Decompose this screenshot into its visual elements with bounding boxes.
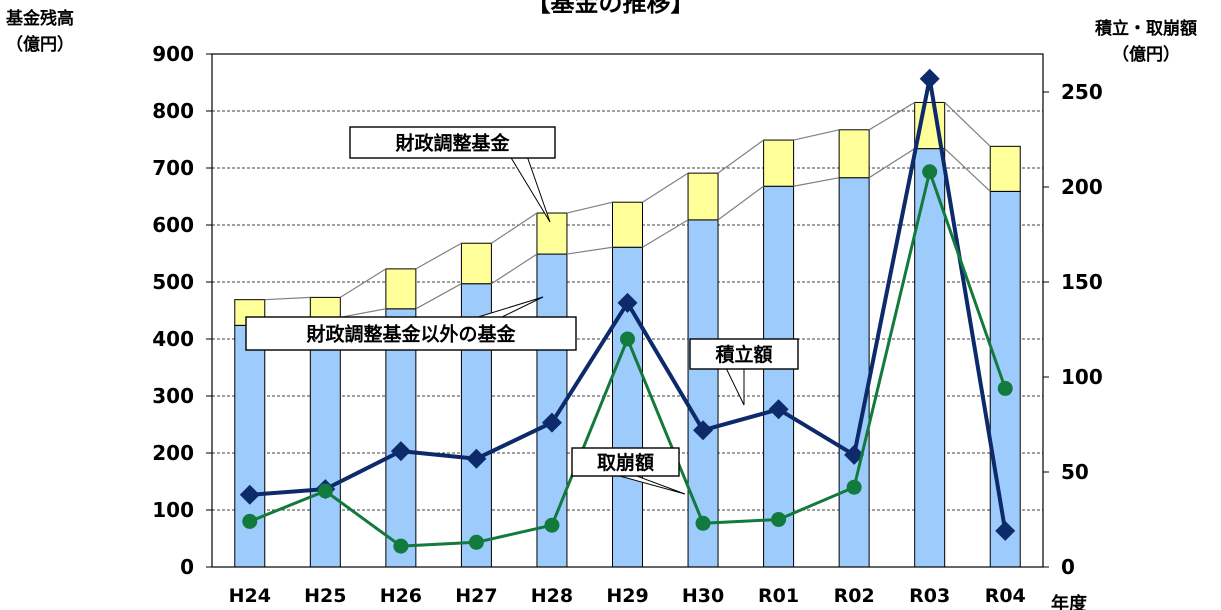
x-axis-tick-label: R03 bbox=[909, 585, 950, 607]
bar-zaisei-fund bbox=[612, 201, 643, 248]
marker-tsumitate bbox=[466, 448, 487, 469]
callout-tsumitate-label: 積立額 bbox=[715, 343, 772, 366]
bar-other-fund bbox=[989, 190, 1021, 568]
x-axis-tick-label: R04 bbox=[985, 585, 1026, 607]
marker-tsumitate bbox=[768, 399, 789, 420]
bar-other-fund bbox=[309, 316, 341, 568]
left-axis-tick-label: 400 bbox=[152, 327, 194, 351]
x-axis-tick-label: H28 bbox=[531, 585, 573, 607]
bar-zaisei-fund bbox=[687, 172, 719, 221]
left-axis-tick-label: 600 bbox=[152, 213, 194, 237]
marker-torikuzushi bbox=[544, 517, 560, 533]
marker-torikuzushi bbox=[695, 515, 711, 531]
marker-torikuzushi bbox=[242, 513, 258, 529]
callout-torikuzushi-label: 取崩額 bbox=[597, 451, 654, 474]
bar-zaisei-fund bbox=[536, 212, 568, 255]
left-axis-label-line1: 基金残高 bbox=[6, 9, 74, 29]
right-axis-tick-label: 0 bbox=[1061, 555, 1075, 579]
marker-torikuzushi bbox=[468, 534, 484, 550]
right-axis-tick-label: 50 bbox=[1061, 460, 1089, 484]
left-axis-tick-label: 500 bbox=[152, 270, 194, 294]
right-axis-label-line1: 積立・取崩額 bbox=[1095, 19, 1197, 39]
marker-tsumitate bbox=[541, 412, 562, 433]
marker-torikuzushi bbox=[620, 331, 635, 347]
callout-zaisei-label: 財政調整基金 bbox=[395, 132, 510, 155]
bar-other-fund bbox=[838, 177, 870, 568]
left-axis-tick-label: 900 bbox=[152, 42, 194, 66]
callout-torikuzushi-fill bbox=[573, 449, 678, 475]
bar-other-fund bbox=[687, 219, 719, 568]
left-axis-tick-label: 800 bbox=[152, 99, 194, 123]
left-axis-label-line2: （億円） bbox=[6, 35, 74, 55]
right-axis-title: 積立・取崩額 （億円） bbox=[1072, 16, 1220, 68]
right-axis-tick-label: 100 bbox=[1061, 365, 1103, 389]
left-axis-tick-label: 200 bbox=[152, 441, 194, 465]
left-axis-tick-label: 700 bbox=[152, 156, 194, 180]
chart-title: 【基金の推移】 bbox=[526, 0, 695, 17]
bar-zaisei-fund bbox=[989, 145, 1021, 192]
plot-frame bbox=[211, 53, 1044, 568]
left-axis-tick-label: 0 bbox=[180, 555, 194, 579]
callout-other-fill bbox=[247, 318, 575, 349]
marker-torikuzushi bbox=[997, 380, 1013, 396]
marker-torikuzushi bbox=[771, 512, 787, 527]
x-axis-tick-label: H27 bbox=[455, 585, 497, 607]
callout-zaisei-pointer bbox=[509, 155, 551, 223]
marker-torikuzushi bbox=[922, 164, 938, 180]
marker-tsumitate bbox=[239, 484, 260, 505]
marker-tsumitate bbox=[617, 292, 638, 313]
marker-tsumitate bbox=[995, 520, 1016, 541]
right-axis-label-line2: （億円） bbox=[1112, 45, 1180, 65]
left-axis-title: 基金残高 （億円） bbox=[6, 6, 74, 58]
x-axis-tick-label: R01 bbox=[758, 585, 799, 607]
x-axis-tick-label: H30 bbox=[682, 585, 724, 607]
marker-tsumitate bbox=[693, 420, 714, 441]
left-axis-tick-label: 100 bbox=[152, 498, 194, 522]
x-axis-tick-label: R02 bbox=[834, 585, 875, 607]
marker-torikuzushi bbox=[393, 538, 409, 554]
right-axis-tick-label: 150 bbox=[1061, 270, 1103, 294]
callout-other-label: 財政調整基金以外の基金 bbox=[306, 323, 516, 346]
x-axis-tick-label: H24 bbox=[229, 585, 271, 607]
bar-zaisei-fund bbox=[763, 139, 795, 187]
bar-other-fund bbox=[234, 324, 266, 568]
x-axis-tick-label: H29 bbox=[606, 585, 648, 607]
connector-total-fund bbox=[264, 101, 991, 301]
marker-tsumitate bbox=[919, 68, 940, 89]
x-axis-tick-label: H25 bbox=[304, 585, 346, 607]
x-axis-tick-label: H26 bbox=[380, 585, 422, 607]
marker-tsumitate bbox=[390, 441, 411, 462]
bar-zaisei-fund bbox=[385, 268, 417, 310]
right-axis-tick-label: 200 bbox=[1061, 175, 1103, 199]
bar-zaisei-fund bbox=[309, 296, 341, 318]
left-axis-tick-label: 300 bbox=[152, 384, 194, 408]
x-axis-unit-label: 年度 bbox=[1051, 593, 1088, 610]
marker-torikuzushi bbox=[317, 483, 333, 499]
bar-other-fund bbox=[763, 185, 795, 568]
marker-torikuzushi bbox=[846, 479, 862, 495]
callout-tsumitate-pointer bbox=[725, 367, 745, 406]
callout-zaisei-fill bbox=[351, 128, 554, 157]
bar-zaisei-fund bbox=[460, 242, 492, 285]
right-axis-tick-label: 250 bbox=[1061, 80, 1103, 104]
bar-zaisei-fund bbox=[838, 129, 870, 179]
callout-tsumitate-fill bbox=[691, 340, 797, 368]
